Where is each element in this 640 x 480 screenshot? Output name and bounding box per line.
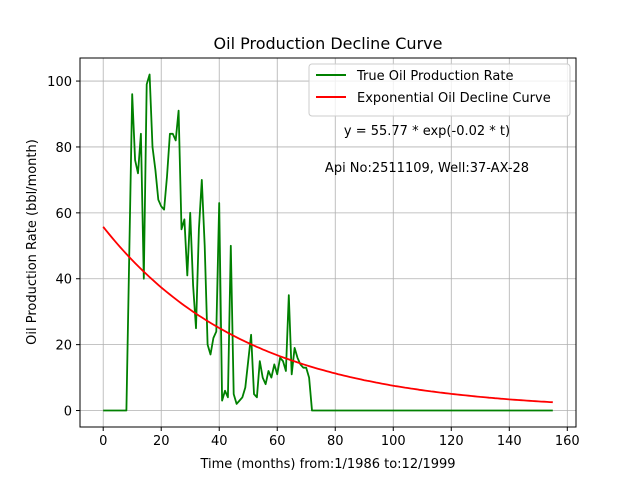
x-tick-label: 120 [439,434,464,449]
y-tick-label: 100 [47,75,72,90]
well-annotation: Api No:2511109, Well:37-AX-28 [325,161,529,176]
x-tick-label: 100 [381,434,406,449]
x-tick-label: 20 [153,434,170,449]
x-tick-label: 0 [99,434,107,449]
plot-frame [79,57,577,428]
legend-label-exponential: Exponential Oil Decline Curve [357,91,551,106]
y-tick-label: 0 [64,405,72,420]
chart-title: Oil Production Decline Curve [214,34,443,53]
series-line-true-rate [103,73,553,412]
x-axis-label: Time (months) from:1/1986 to:12/1999 [199,457,455,472]
series-group [102,73,553,412]
legend-box [308,63,571,117]
plot-background [80,58,576,427]
y-tick-label: 40 [55,273,72,288]
y-tick-label: 60 [55,207,72,222]
x-tick-label: 140 [497,434,522,449]
x-tick-label: 40 [211,434,228,449]
legend: True Oil Production Rate Exponential Oil… [308,63,571,117]
y-tick-label: 80 [55,141,72,156]
y-tick-label: 20 [55,339,72,354]
equation-annotation: y = 55.77 * exp(-0.02 * t) [344,124,510,139]
x-tick-label: 60 [269,434,286,449]
x-tick-label: 80 [327,434,344,449]
legend-label-true-rate: True Oil Production Rate [356,69,513,84]
axis-ticks: 0 20 40 60 80 100 120 140 160 0 20 40 60 80 100 [47,75,580,449]
series-line-exponential [102,226,553,404]
y-axis-label: Oil Production Rate (bbl/month) [25,139,40,345]
x-tick-label: 160 [555,434,580,449]
grid-lines [80,58,576,427]
